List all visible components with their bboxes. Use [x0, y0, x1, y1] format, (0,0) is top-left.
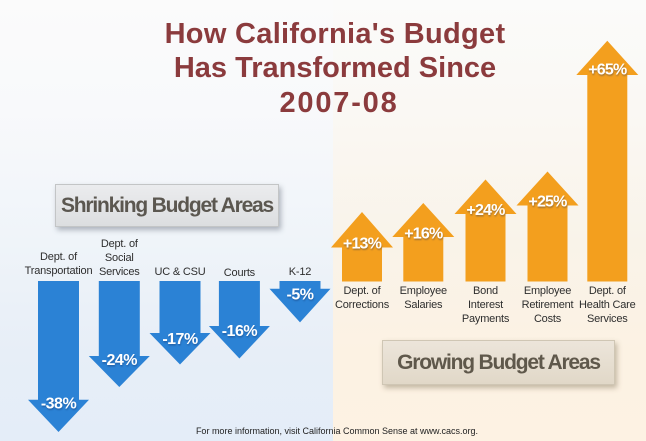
svg-text:+13%: +13%: [343, 236, 382, 253]
svg-text:+65%: +65%: [588, 62, 627, 79]
svg-text:-38%: -38%: [41, 396, 77, 413]
svg-text:-16%: -16%: [222, 323, 258, 340]
svg-text:+25%: +25%: [528, 194, 567, 211]
svg-text:+16%: +16%: [404, 226, 443, 243]
svg-text:-5%: -5%: [287, 287, 314, 304]
svg-text:-24%: -24%: [102, 352, 138, 369]
svg-text:+24%: +24%: [466, 202, 505, 219]
svg-text:-17%: -17%: [162, 331, 198, 348]
